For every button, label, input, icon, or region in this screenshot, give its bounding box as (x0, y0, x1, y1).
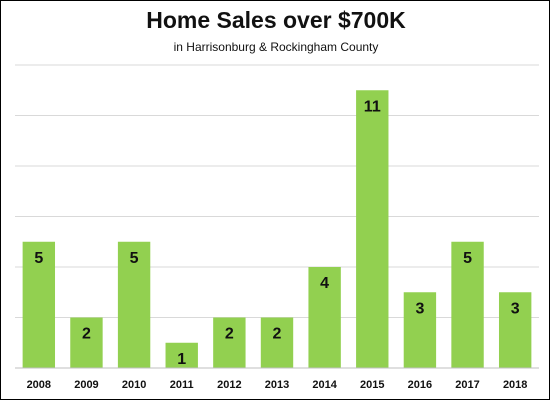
bar-2009 (70, 317, 103, 368)
x-tick-label: 2008 (27, 379, 51, 391)
bar-value-label: 2 (82, 326, 91, 343)
x-tick-label: 2009 (74, 379, 98, 391)
bar-value-label: 2 (225, 326, 234, 343)
bar-value-label: 2 (273, 326, 282, 343)
bar-value-label: 4 (320, 275, 329, 292)
bar-value-label: 3 (415, 300, 424, 317)
bar-2012 (213, 317, 246, 368)
bar-2013 (260, 317, 294, 368)
bar-2008 (22, 241, 56, 368)
bar-value-label: 11 (364, 98, 381, 115)
x-tick-label: 2016 (408, 379, 432, 391)
bar-2014 (308, 267, 341, 368)
x-tick-label: 2015 (360, 379, 384, 391)
x-tick-label: 2010 (122, 379, 146, 391)
chart-title: Home Sales over $700K (146, 7, 406, 33)
bar-value-label: 5 (130, 250, 139, 267)
bar-value-label: 5 (463, 250, 472, 267)
bar-2016 (403, 292, 437, 368)
bar-2018 (498, 292, 532, 368)
x-tick-label: 2011 (170, 379, 194, 391)
bar-value-label: 3 (511, 300, 520, 317)
bar-2015 (356, 90, 389, 368)
bar-value-label: 1 (177, 351, 186, 368)
x-tick-label: 2012 (217, 379, 241, 391)
x-tick-label: 2013 (265, 379, 289, 391)
x-tick-label: 2018 (503, 379, 527, 391)
x-tick-label: 2014 (312, 379, 337, 391)
chart-subtitle: in Harrisonburg & Rockingham County (173, 40, 379, 54)
bar-2011 (165, 342, 198, 368)
bar-value-label: 5 (34, 250, 43, 267)
bar-2017 (451, 241, 484, 368)
bar-2010 (117, 241, 151, 368)
x-tick-label: 2017 (455, 379, 479, 391)
